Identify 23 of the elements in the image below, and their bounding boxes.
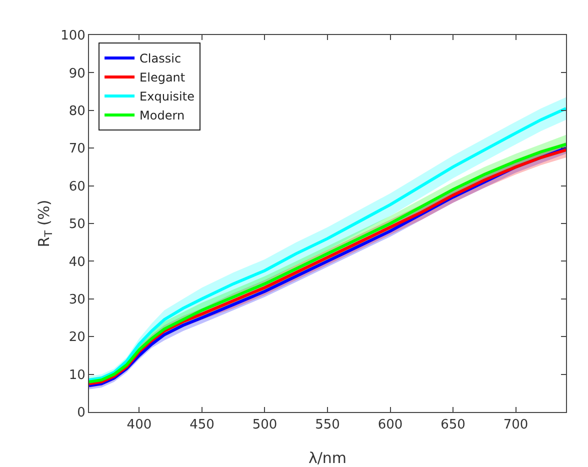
- y-tick-label: 30: [68, 292, 86, 308]
- x-tick-label: 500: [252, 418, 278, 433]
- y-tick-label: 20: [68, 330, 86, 346]
- x-tick-label: 600: [378, 418, 403, 433]
- y-tick-label: 40: [68, 254, 86, 270]
- x-tick-label: 450: [190, 418, 214, 433]
- y-tick-label: 10: [68, 368, 86, 383]
- y-tick-label: 80: [68, 104, 86, 119]
- x-tick-label: 650: [440, 418, 466, 433]
- x-tick-label: 400: [126, 418, 152, 433]
- x-axis-title: λ/nm: [308, 449, 347, 467]
- legend-label: Elegant: [140, 70, 186, 85]
- legend-label: Modern: [140, 108, 185, 123]
- y-tick-label: 60: [68, 179, 86, 194]
- x-tick-label: 550: [315, 418, 340, 433]
- y-tick-label: 100: [60, 28, 86, 44]
- y-tick-label: 50: [68, 217, 86, 232]
- y-tick-label: 90: [68, 66, 86, 82]
- legend-label: Classic: [140, 52, 182, 66]
- legend-label: Exquisite: [140, 90, 194, 104]
- x-tick-label: 700: [503, 418, 528, 433]
- y-tick-label: 70: [68, 142, 86, 157]
- y-tick-label: 0: [77, 406, 86, 421]
